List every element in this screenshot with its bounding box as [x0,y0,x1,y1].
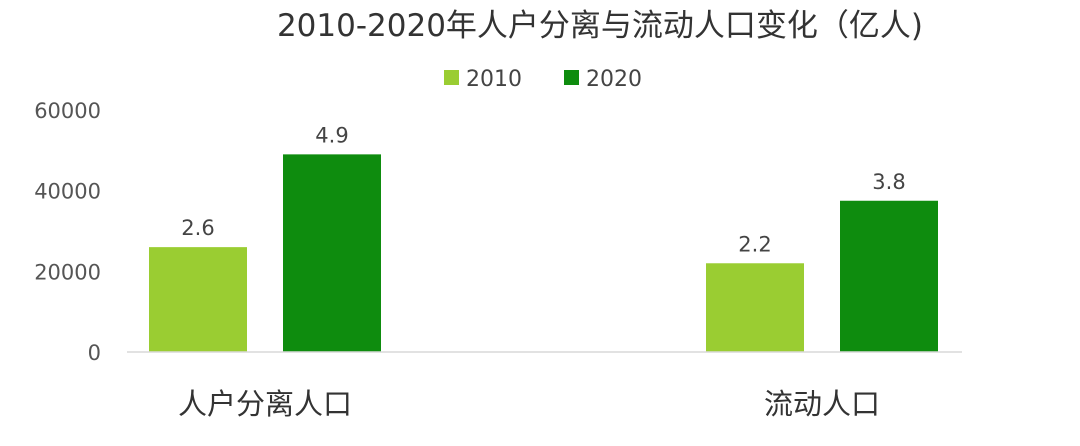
bar-2010 [149,247,247,352]
y-tick-label: 20000 [34,260,101,284]
data-label: 2.6 [181,216,214,240]
plot-area: 2.6 4.9 2.2 3.8 [149,123,938,352]
y-axis: 0 20000 40000 60000 [34,99,101,365]
bar-2020 [283,154,381,352]
x-category-label: 人户分离人口 [178,387,352,421]
bar-2010 [706,263,804,352]
legend-swatch-2020 [564,70,579,85]
legend-label: 2010 [466,67,522,92]
y-tick-label: 0 [88,341,101,365]
data-label: 2.2 [738,232,771,256]
chart-title: 2010-2020年人户分离与流动人口变化（亿人) [277,8,923,44]
x-axis: 人户分离人口 流动人口 [127,351,962,421]
y-tick-label: 40000 [34,180,101,204]
x-category-label: 流动人口 [764,387,880,421]
y-tick-label: 60000 [34,99,101,123]
legend-label: 2020 [586,67,642,92]
data-label: 4.9 [315,123,348,147]
legend-swatch-2010 [444,70,459,85]
legend: 2010 2020 [444,67,642,92]
bar-2020 [840,200,938,352]
data-label: 3.8 [872,170,905,194]
